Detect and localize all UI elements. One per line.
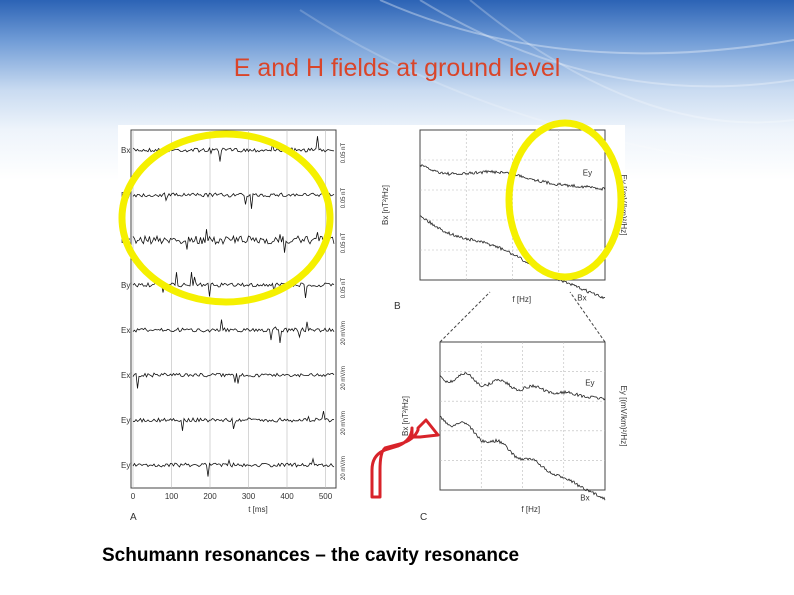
trace — [132, 457, 335, 477]
channel-scale: 20 mV/m — [341, 366, 347, 390]
trace — [132, 372, 335, 389]
axis-label: f [Hz] — [521, 505, 540, 514]
channel-scale: 20 mV/m — [341, 456, 347, 480]
series-label: Bx — [580, 493, 589, 502]
panel-label: B — [394, 301, 401, 312]
slide-title: E and H fields at ground level — [233, 54, 561, 82]
x-tick-label: 300 — [242, 492, 256, 501]
y-axis-label: Bx [nT²/Hz] — [401, 396, 410, 436]
spectrum-line — [439, 372, 606, 401]
series-label: Ey — [585, 378, 594, 387]
channel-name: Ey — [121, 416, 130, 425]
series-label: Bx — [577, 293, 586, 302]
zoom-line — [439, 291, 606, 343]
channel-scale: 0.05 nT — [341, 277, 347, 298]
channel-scale: 0.05 nT — [341, 232, 347, 253]
axis-label: f [Hz] — [512, 295, 531, 304]
figure-background — [118, 125, 625, 522]
y-axis-label: Bx [nT²/Hz] — [381, 185, 390, 225]
x-tick-label: 200 — [203, 492, 217, 501]
trace — [132, 192, 335, 209]
series-label: Ey — [583, 168, 592, 177]
channel-name: Bx — [121, 146, 130, 155]
highlight-ellipse — [118, 130, 334, 306]
x-tick-label: 400 — [280, 492, 294, 501]
arrow — [370, 418, 440, 499]
x-tick-label: 0 — [131, 492, 136, 501]
frame — [130, 129, 337, 489]
channel-name: By' — [121, 281, 132, 290]
channel-scale: 20 mV/m — [341, 411, 347, 435]
trace — [132, 229, 335, 253]
channel-scale: 20 mV/m — [341, 321, 347, 345]
channel-scale: 0.05 nT — [341, 142, 347, 163]
panel-label: A — [130, 512, 137, 523]
y2-axis-label: Ey [(mV/km)²/Hz] — [619, 386, 628, 447]
highlight-ellipse — [505, 119, 625, 281]
trace — [132, 319, 335, 344]
spectrum-line — [439, 415, 606, 501]
channel-name: Ey' — [121, 461, 132, 470]
x-tick-label: 100 — [165, 492, 179, 501]
spectrum-line — [419, 215, 606, 300]
channel-name: Ex — [121, 326, 130, 335]
caption: Schumann resonances – the cavity resonan… — [102, 545, 520, 566]
x-tick-label: 500 — [319, 492, 333, 501]
channel-name: Ex' — [121, 371, 132, 380]
panel-c: Ey Bx f [Hz] Bx [nT²/Hz] Ey [(mV/km)²/Hz] C — [401, 291, 628, 523]
trace — [132, 411, 335, 431]
panel-label: C — [420, 512, 427, 523]
channel-scale: 0.05 nT — [341, 187, 347, 208]
axis-label: t [ms] — [248, 505, 268, 514]
